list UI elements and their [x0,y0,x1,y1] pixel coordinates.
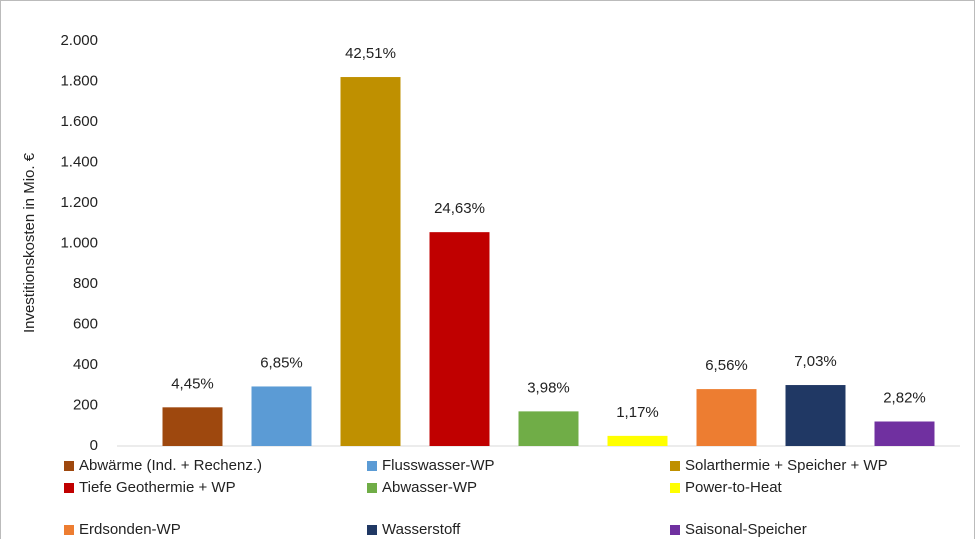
legend-label: Erdsonden-WP [79,521,181,538]
legend-swatch [367,525,377,535]
y-tick-label: 1.000 [60,234,98,251]
data-label: 42,51% [345,45,396,62]
y-axis-title: Investitionskosten in Mio. € [21,152,38,333]
bar [251,386,312,446]
legend-label: Saisonal-Speicher [685,521,807,538]
legend-label: Abwasser-WP [382,479,477,496]
y-tick-label: 1.200 [60,194,98,211]
y-tick-label: 200 [73,396,98,413]
bar [429,232,490,446]
y-tick-label: 600 [73,315,98,332]
y-tick-label: 1.600 [60,113,98,130]
legend-swatch [367,483,377,493]
y-tick-label: 2.000 [60,32,98,49]
legend-swatch [670,525,680,535]
legend-label: Tiefe Geothermie + WP [79,479,236,496]
data-label: 2,82% [883,389,926,406]
legend-swatch [64,525,74,535]
bar [874,421,935,446]
data-label: 6,85% [260,354,303,371]
y-tick-label: 800 [73,275,98,292]
bar [162,407,223,446]
data-label: 7,03% [794,353,837,370]
bar [518,411,579,446]
data-label: 6,56% [705,357,748,374]
data-label: 24,63% [434,200,485,217]
legend-swatch [64,483,74,493]
y-tick-label: 1.800 [60,72,98,89]
y-tick-label: 0 [90,437,98,454]
bar [785,385,846,446]
legend-label: Wasserstoff [382,521,461,538]
legend-swatch [367,461,377,471]
data-label: 3,98% [527,379,570,396]
legend-label: Abwärme (Ind. + Rechenz.) [79,457,262,474]
bar [607,435,668,446]
y-tick-label: 1.400 [60,153,98,170]
legend-label: Flusswasser-WP [382,457,495,474]
data-label: 4,45% [171,375,214,392]
legend-swatch [670,461,680,471]
legend-swatch [64,461,74,471]
bar [696,389,757,446]
legend-label: Solarthermie + Speicher + WP [685,457,888,474]
data-label: 1,17% [616,404,659,421]
legend-swatch [670,483,680,493]
bar [340,77,401,447]
legend-label: Power-to-Heat [685,479,783,496]
y-tick-label: 400 [73,356,98,373]
